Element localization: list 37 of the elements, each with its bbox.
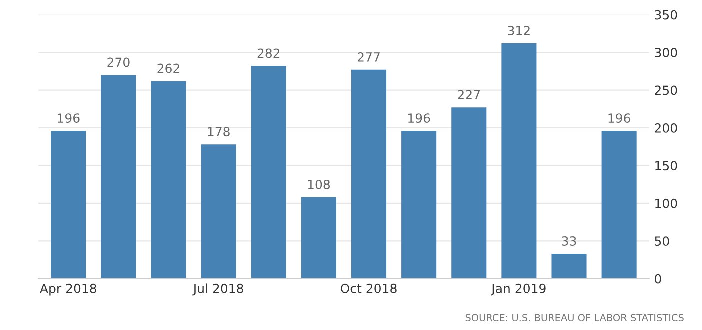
y-tick-label: 0 — [655, 274, 662, 284]
data-label: 262 — [158, 64, 180, 74]
bar — [452, 108, 487, 279]
y-tick-label: 350 — [655, 10, 678, 20]
y-tick-label: 250 — [655, 86, 678, 96]
data-label: 270 — [108, 58, 130, 68]
data-label: 312 — [508, 26, 530, 36]
data-label: 277 — [358, 52, 380, 62]
data-label: 196 — [58, 114, 80, 124]
bar — [552, 254, 587, 279]
data-label: 227 — [458, 90, 480, 100]
bar — [502, 44, 537, 279]
y-tick-label: 50 — [655, 236, 670, 246]
y-tick-label: 300 — [655, 48, 678, 58]
bar — [101, 75, 136, 279]
x-tick-label: Jan 2019 — [491, 284, 546, 296]
data-label: 196 — [608, 114, 630, 124]
data-label: 33 — [562, 236, 576, 246]
bar — [151, 81, 186, 279]
bar — [301, 197, 336, 279]
bar — [402, 131, 437, 279]
y-tick-label: 150 — [656, 161, 678, 171]
data-label: 282 — [258, 48, 280, 58]
data-label: 108 — [308, 180, 330, 190]
bar — [251, 66, 286, 279]
data-label: 196 — [408, 114, 430, 124]
bar — [602, 131, 637, 279]
bar — [201, 144, 236, 279]
bar — [51, 131, 86, 279]
x-tick-label: Oct 2018 — [341, 284, 397, 294]
source-note: SOURCE: U.S. BUREAU OF LABOR STATISTICS — [466, 314, 684, 322]
data-label: 178 — [208, 127, 230, 137]
y-tick-label: 100 — [656, 198, 678, 208]
x-tick-label: Apr 2018 — [40, 284, 96, 296]
y-tick-label: 200 — [655, 123, 678, 133]
x-tick-label: Jul 2018 — [192, 284, 244, 296]
bar — [351, 70, 387, 279]
